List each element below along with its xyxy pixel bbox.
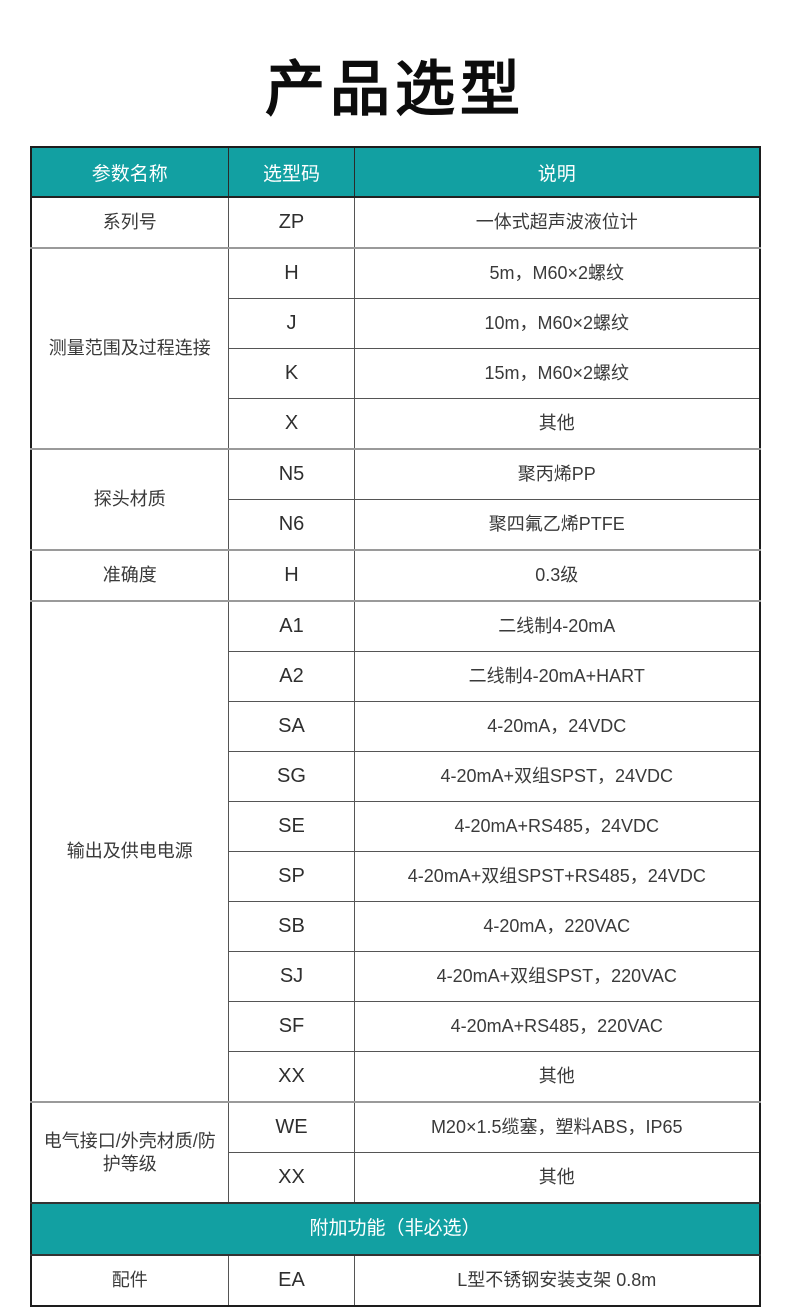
desc-cell: 一体式超声波液位计	[354, 196, 760, 249]
desc-cell: 15m，M60×2螺纹	[354, 348, 760, 399]
table-row: SJ 4-20mA+双组SPST，220VAC	[31, 951, 760, 1002]
desc-cell: 其他	[354, 398, 760, 450]
table-row: SE 4-20mA+RS485，24VDC	[31, 801, 760, 852]
table-row: X 其他	[31, 398, 760, 450]
code-cell: SG	[228, 751, 355, 802]
code-cell: A1	[228, 600, 355, 652]
code-cell: XX	[228, 1051, 355, 1103]
header-code: 选型码	[228, 146, 355, 198]
desc-cell: 4-20mA+RS485，220VAC	[354, 1001, 760, 1052]
code-cell: EA	[228, 1254, 355, 1307]
param-name-cell: 系列号	[30, 196, 229, 249]
desc-cell: 10m，M60×2螺纹	[354, 298, 760, 349]
code-cell: SB	[228, 901, 355, 952]
code-cell: SP	[228, 851, 355, 902]
code-cell: SF	[228, 1001, 355, 1052]
table-row: N6 聚四氟乙烯PTFE	[31, 499, 760, 551]
code-cell: A2	[228, 651, 355, 702]
table-row: XX 其他	[31, 1152, 760, 1204]
code-cell: N5	[228, 448, 355, 500]
desc-cell: 4-20mA+双组SPST+RS485，24VDC	[354, 851, 760, 902]
table-row: J 10m，M60×2螺纹	[31, 298, 760, 349]
header-row: 参数名称 选型码 说明	[30, 146, 760, 198]
param-name-cell: 配件	[30, 1254, 229, 1307]
code-cell: ZP	[228, 196, 355, 249]
code-cell: XX	[228, 1152, 355, 1204]
page-title: 产品选型	[265, 56, 525, 123]
desc-cell: 4-20mA+双组SPST，24VDC	[354, 751, 760, 802]
table-row: SF 4-20mA+RS485，220VAC	[31, 1001, 760, 1052]
desc-cell: 聚四氟乙烯PTFE	[354, 499, 760, 551]
desc-cell: L型不锈钢安装支架 0.8m	[354, 1254, 760, 1307]
code-cell: SJ	[228, 951, 355, 1002]
header-description: 说明	[354, 146, 760, 198]
desc-cell: 0.3级	[354, 549, 760, 602]
table-row: 探头材质 N5 聚丙烯PP	[30, 448, 760, 551]
desc-cell: 4-20mA+RS485，24VDC	[354, 801, 760, 852]
desc-cell: 4-20mA，24VDC	[354, 701, 760, 752]
table-row: K 15m，M60×2螺纹	[31, 348, 760, 399]
param-name-cell: 探头材质	[30, 448, 229, 551]
table-row: 配件 EA L型不锈钢安装支架 0.8m	[30, 1254, 760, 1307]
section-banner: 附加功能（非必选）	[30, 1202, 760, 1256]
param-name-cell: 测量范围及过程连接	[30, 247, 229, 450]
param-name-cell: 准确度	[30, 549, 229, 602]
code-cell: WE	[228, 1101, 355, 1153]
param-name-cell: 电气接口/外壳材质/防护等级	[30, 1101, 229, 1204]
table-row: 系列号 ZP 一体式超声波液位计	[30, 196, 760, 249]
desc-cell: M20×1.5缆塞，塑料ABS，IP65	[354, 1101, 760, 1153]
desc-cell: 二线制4-20mA+HART	[354, 651, 760, 702]
code-cell: SA	[228, 701, 355, 752]
desc-cell: 4-20mA，220VAC	[354, 901, 760, 952]
table-row: XX 其他	[31, 1051, 760, 1103]
product-selection-table: 参数名称 选型码 说明 系列号 ZP 一体式超声波液位计 测量范围及过程连接 H 5m，M…	[29, 146, 761, 1307]
code-cell: N6	[228, 499, 355, 551]
table-row: SP 4-20mA+双组SPST+RS485，24VDC	[31, 851, 760, 902]
page: 产品选型 参数名称 选型码 说明 系列号 ZP 一体式超声波液位计 测量范围及过程连接…	[0, 36, 790, 1307]
table-body: 系列号 ZP 一体式超声波液位计 测量范围及过程连接 H 5m，M60×2螺纹 J 10m，M…	[30, 196, 760, 1307]
code-cell: J	[228, 298, 355, 349]
table-row: SA 4-20mA，24VDC	[31, 701, 760, 752]
code-cell: H	[228, 247, 355, 299]
code-cell: SE	[228, 801, 355, 852]
desc-cell: 其他	[354, 1152, 760, 1204]
section-banner-row: 附加功能（非必选）	[30, 1202, 760, 1256]
table-row: 电气接口/外壳材质/防护等级 WE M20×1.5缆塞，塑料ABS，IP65	[30, 1101, 760, 1204]
desc-cell: 4-20mA+双组SPST，220VAC	[354, 951, 760, 1002]
code-cell: X	[228, 398, 355, 450]
desc-cell: 二线制4-20mA	[354, 600, 760, 652]
param-name-cell: 输出及供电电源	[30, 600, 229, 1103]
desc-cell: 5m，M60×2螺纹	[354, 247, 760, 299]
table-row: 测量范围及过程连接 H 5m，M60×2螺纹	[30, 247, 760, 450]
code-cell: K	[228, 348, 355, 399]
desc-cell: 聚丙烯PP	[354, 448, 760, 500]
desc-cell: 其他	[354, 1051, 760, 1103]
table-row: SB 4-20mA，220VAC	[31, 901, 760, 952]
table-row: 输出及供电电源 A1 二线制4-20mA	[30, 600, 760, 1103]
code-cell: H	[228, 549, 355, 602]
table-row: 准确度 H 0.3级	[30, 549, 760, 602]
header-param-name: 参数名称	[30, 146, 229, 198]
